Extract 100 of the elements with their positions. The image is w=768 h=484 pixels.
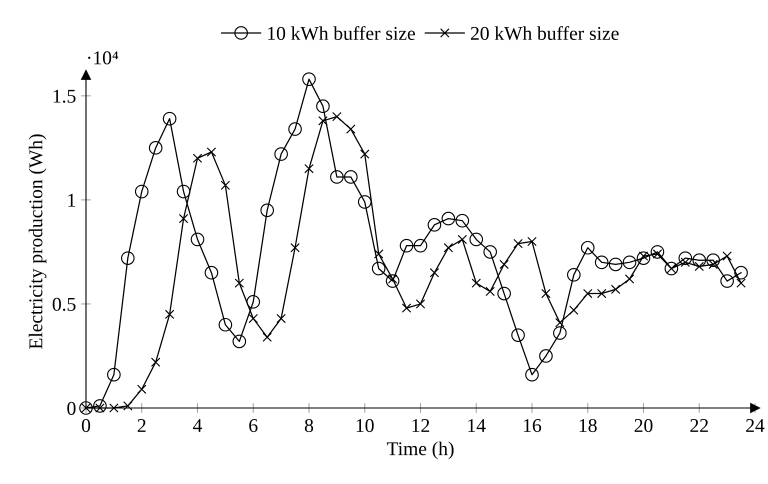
point xyxy=(204,266,218,280)
point xyxy=(513,238,523,248)
point xyxy=(497,286,511,300)
point xyxy=(123,401,133,411)
point xyxy=(622,256,636,270)
point xyxy=(636,251,650,265)
point xyxy=(150,357,160,367)
point xyxy=(596,288,606,298)
y-tick-label: 0 xyxy=(67,402,76,415)
point xyxy=(148,141,162,155)
point xyxy=(232,334,246,348)
point xyxy=(190,232,204,246)
point xyxy=(318,116,328,126)
point xyxy=(316,99,330,114)
point xyxy=(134,184,149,198)
y-axis-title: Electricity production (Wh) xyxy=(28,134,46,349)
point xyxy=(304,164,314,174)
point xyxy=(164,310,174,320)
x-tick-label: 10 xyxy=(356,418,374,432)
point xyxy=(541,288,551,298)
point xyxy=(567,268,581,282)
point xyxy=(722,251,732,261)
point xyxy=(386,274,400,288)
point xyxy=(706,253,720,268)
point xyxy=(442,212,456,226)
point xyxy=(692,253,706,268)
point xyxy=(555,318,565,328)
legend-label: 20 kWh buffer size xyxy=(470,26,619,40)
point xyxy=(302,72,316,86)
point xyxy=(416,299,426,309)
point xyxy=(400,238,414,252)
x-tick-label: 14 xyxy=(468,419,486,432)
x-axis-title: Time (h) xyxy=(386,442,454,460)
point xyxy=(137,384,146,394)
point xyxy=(678,251,692,265)
point xyxy=(580,240,595,255)
point xyxy=(260,203,274,218)
point xyxy=(332,112,342,122)
point xyxy=(274,147,288,161)
point xyxy=(109,403,119,413)
y-tick-label: 0.5 xyxy=(52,298,76,311)
point xyxy=(178,214,188,224)
point xyxy=(511,328,525,342)
x-tick-label: 16 xyxy=(524,419,542,432)
point xyxy=(290,243,300,252)
point xyxy=(374,249,384,259)
x-tick-label: 20 xyxy=(634,418,652,432)
legend-label: 10 kWh buffer size xyxy=(268,26,415,40)
point xyxy=(428,218,442,232)
point xyxy=(456,214,470,228)
point xyxy=(553,326,567,340)
point xyxy=(248,314,258,324)
point xyxy=(610,284,620,294)
point xyxy=(121,251,135,265)
point xyxy=(246,295,260,309)
x-tick-label: 6 xyxy=(249,419,258,432)
point xyxy=(469,232,484,246)
point xyxy=(483,245,497,259)
point xyxy=(234,278,244,288)
point xyxy=(472,278,481,288)
point xyxy=(499,260,509,270)
point xyxy=(458,234,468,244)
y-tick-label: 1.5 xyxy=(54,90,76,103)
point xyxy=(176,184,190,198)
point xyxy=(372,262,386,276)
point xyxy=(262,332,272,342)
point xyxy=(162,112,176,126)
point xyxy=(736,278,746,288)
x-tick-label: 12 xyxy=(412,419,430,432)
x-tick-label: 18 xyxy=(580,418,597,432)
point xyxy=(485,286,495,296)
point xyxy=(218,318,232,332)
point xyxy=(360,149,370,159)
point xyxy=(330,170,344,184)
point xyxy=(444,243,454,252)
x-tick-label: 0 xyxy=(82,418,90,432)
point xyxy=(192,154,202,163)
point xyxy=(107,368,121,382)
x-tick-label: 24 xyxy=(746,419,764,432)
point xyxy=(93,399,107,413)
point xyxy=(220,180,230,190)
point xyxy=(430,268,440,278)
point xyxy=(206,147,216,157)
x-tick-label: 22 xyxy=(690,419,708,432)
point xyxy=(525,368,539,382)
point xyxy=(734,266,748,280)
point xyxy=(346,124,356,134)
point xyxy=(344,170,358,184)
point xyxy=(720,274,734,288)
x-tick-label: 8 xyxy=(304,418,314,432)
point xyxy=(527,236,537,246)
point xyxy=(624,274,634,284)
point xyxy=(694,262,704,272)
point xyxy=(539,349,553,363)
point xyxy=(402,303,412,313)
x-tick-label: 2 xyxy=(138,419,146,432)
point xyxy=(569,305,579,315)
point xyxy=(583,288,592,298)
point xyxy=(276,314,286,324)
point xyxy=(650,245,664,259)
